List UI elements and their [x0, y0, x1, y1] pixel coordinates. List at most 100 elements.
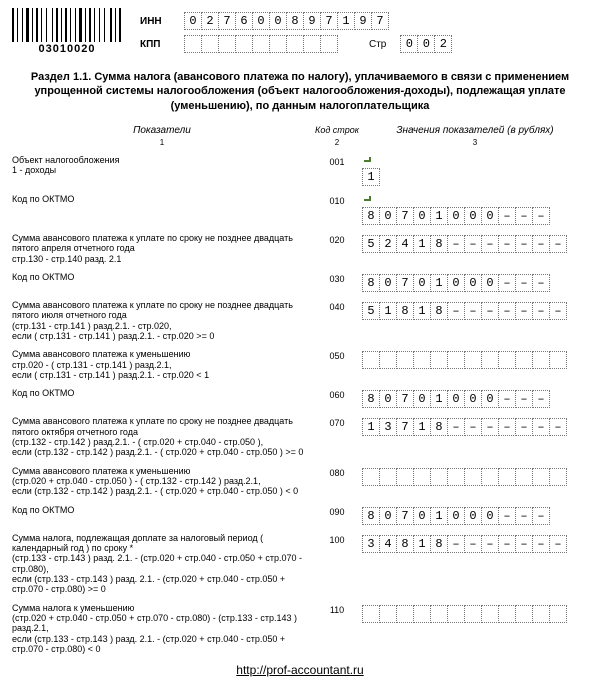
col-header-3: Значения показателей (в рублях) — [362, 125, 588, 136]
row-value — [362, 466, 588, 486]
form-cell: – — [549, 302, 567, 320]
form-cell: 0 — [481, 207, 499, 225]
form-cell — [320, 35, 338, 53]
form-cell: – — [515, 274, 533, 292]
form-cell — [184, 35, 202, 53]
row-label: Сумма авансового платежа к уменьшению(ст… — [12, 466, 312, 497]
form-cell: 9 — [303, 12, 321, 30]
form-cell — [532, 351, 550, 369]
row-label: Код по ОКТМО — [12, 388, 312, 398]
form-cell: 5 — [362, 235, 380, 253]
form-cell — [362, 351, 380, 369]
form-cell: – — [532, 535, 550, 553]
form-cell: 0 — [184, 12, 202, 30]
form-cell — [252, 35, 270, 53]
form-cell — [515, 468, 533, 486]
form-cell: 0 — [464, 207, 482, 225]
form-cell: 1 — [413, 235, 431, 253]
row-value: 80701000––– — [362, 194, 588, 225]
col-sub-1: 1 — [12, 138, 312, 147]
form-cell: 7 — [396, 390, 414, 408]
row-code: 030 — [312, 272, 362, 284]
form-cell — [379, 468, 397, 486]
section-title: Раздел 1.1. Сумма налога (авансового пла… — [12, 70, 588, 113]
col-sub-2: 2 — [312, 138, 362, 147]
form-cell: 8 — [396, 535, 414, 553]
form-cell: 0 — [464, 274, 482, 292]
form-rows: Объект налогообложения1 - доходы0011Код … — [12, 155, 588, 655]
form-cell: – — [498, 235, 516, 253]
form-cell: 1 — [430, 274, 448, 292]
form-cell: 1 — [430, 507, 448, 525]
table-row: Сумма авансового платежа к уплате по сро… — [12, 416, 588, 457]
table-row: Сумма налога, подлежащая доплате за нало… — [12, 533, 588, 595]
source-link[interactable]: http://prof-accountant.ru — [12, 663, 588, 677]
form-cell — [413, 351, 431, 369]
form-cell: – — [515, 235, 533, 253]
form-cell — [464, 468, 482, 486]
form-cell: 8 — [396, 302, 414, 320]
form-cell: – — [498, 535, 516, 553]
form-cell: – — [498, 390, 516, 408]
form-cell: – — [549, 418, 567, 436]
form-cell: – — [515, 302, 533, 320]
form-cell: – — [481, 418, 499, 436]
form-cell — [481, 468, 499, 486]
form-cell: 0 — [252, 12, 270, 30]
form-cell — [549, 468, 567, 486]
form-cell — [447, 468, 465, 486]
row-code: 020 — [312, 233, 362, 245]
row-value: 13718––––––– — [362, 416, 588, 436]
form-cell: 0 — [379, 507, 397, 525]
form-cell: 0 — [464, 507, 482, 525]
form-cell: – — [447, 235, 465, 253]
form-cell: – — [515, 207, 533, 225]
form-cell: 0 — [481, 274, 499, 292]
form-cell — [235, 35, 253, 53]
barcode-number: 03010020 — [39, 43, 96, 55]
form-cell: 0 — [481, 507, 499, 525]
form-cell: – — [464, 418, 482, 436]
form-cell: – — [532, 302, 550, 320]
row-label: Объект налогообложения1 - доходы — [12, 155, 312, 176]
row-value: 80701000––– — [362, 272, 588, 292]
table-header-sub: 1 2 3 — [12, 138, 588, 147]
form-cell: 2 — [201, 12, 219, 30]
row-label: Код по ОКТМО — [12, 194, 312, 204]
form-cell: 0 — [400, 35, 418, 53]
row-code: 110 — [312, 603, 362, 615]
form-cell — [549, 351, 567, 369]
form-cell — [549, 605, 567, 623]
form-cell: – — [515, 390, 533, 408]
form-cell: 0 — [464, 390, 482, 408]
col-header-1: Показатели — [12, 125, 312, 136]
form-cell: 2 — [434, 35, 452, 53]
form-cell: 6 — [235, 12, 253, 30]
form-cell: – — [447, 535, 465, 553]
form-cell: 2 — [379, 235, 397, 253]
form-cell — [362, 605, 380, 623]
kpp-label: КПП — [140, 39, 174, 50]
form-cell — [269, 35, 287, 53]
form-cell: 7 — [396, 274, 414, 292]
form-cell: 1 — [430, 390, 448, 408]
form-cell: 8 — [430, 418, 448, 436]
form-cell: – — [532, 390, 550, 408]
form-cell: – — [498, 207, 516, 225]
row-label: Сумма авансового платежа к уплате по сро… — [12, 300, 312, 341]
form-cell: – — [447, 418, 465, 436]
form-cell: 8 — [430, 535, 448, 553]
form-cell: – — [447, 302, 465, 320]
row-code: 060 — [312, 388, 362, 400]
form-cell: – — [515, 418, 533, 436]
form-cell: 0 — [413, 274, 431, 292]
form-cell — [379, 351, 397, 369]
form-cell: 7 — [396, 418, 414, 436]
row-label: Код по ОКТМО — [12, 272, 312, 282]
form-cell — [498, 351, 516, 369]
form-cell: – — [481, 302, 499, 320]
form-cell: – — [515, 535, 533, 553]
form-cell: 8 — [430, 302, 448, 320]
form-cell: 8 — [286, 12, 304, 30]
row-code: 100 — [312, 533, 362, 545]
